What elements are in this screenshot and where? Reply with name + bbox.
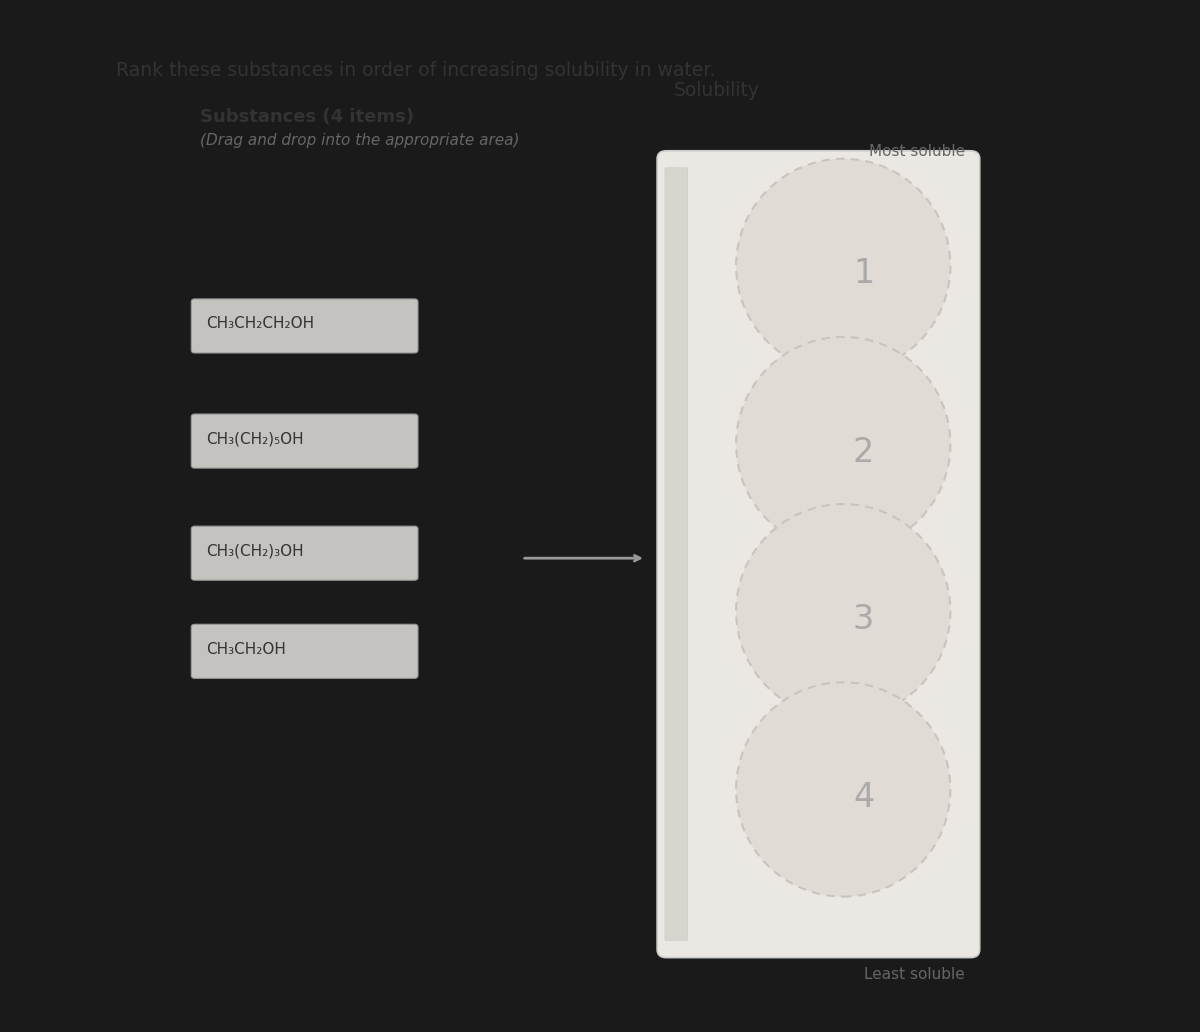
Ellipse shape (736, 159, 950, 373)
FancyBboxPatch shape (665, 168, 688, 940)
Text: CH₃(CH₂)₅OH: CH₃(CH₂)₅OH (206, 431, 304, 447)
Ellipse shape (736, 504, 950, 718)
Text: Most soluble: Most soluble (869, 143, 965, 159)
Ellipse shape (736, 682, 950, 897)
Text: Rank these substances in order of increasing solubility in water.: Rank these substances in order of increa… (115, 61, 715, 79)
Text: CH₃CH₂OH: CH₃CH₂OH (206, 642, 286, 656)
Text: Least soluble: Least soluble (864, 967, 965, 981)
FancyBboxPatch shape (191, 526, 418, 580)
Text: Substances (4 items): Substances (4 items) (200, 107, 414, 126)
FancyBboxPatch shape (658, 151, 979, 958)
Text: 2: 2 (853, 436, 875, 469)
Ellipse shape (736, 336, 950, 551)
FancyBboxPatch shape (191, 299, 418, 353)
Text: 4: 4 (853, 781, 874, 814)
FancyBboxPatch shape (191, 624, 418, 678)
Text: CH₃CH₂CH₂OH: CH₃CH₂CH₂OH (206, 317, 314, 331)
Text: (Drag and drop into the appropriate area): (Drag and drop into the appropriate area… (200, 133, 520, 148)
Text: 3: 3 (853, 603, 874, 636)
Text: 1: 1 (853, 257, 874, 290)
Text: Solubility: Solubility (674, 80, 760, 100)
FancyBboxPatch shape (191, 414, 418, 469)
Text: CH₃(CH₂)₃OH: CH₃(CH₂)₃OH (206, 544, 304, 558)
